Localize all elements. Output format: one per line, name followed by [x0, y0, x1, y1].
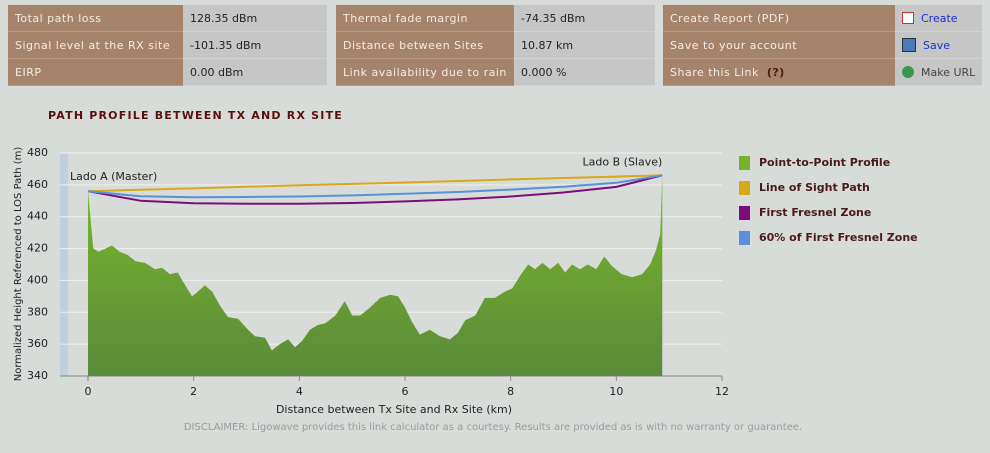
series-line [87, 174, 663, 193]
legend-swatch [739, 206, 750, 220]
label: Total path loss [8, 5, 183, 32]
value: -74.35 dBm [514, 5, 655, 32]
value: 128.35 dBm [183, 5, 327, 32]
label: Share this Link (?) [663, 59, 895, 86]
y-tick-label: 460 [27, 178, 48, 191]
value: 0.00 dBm [183, 59, 327, 86]
chart-title: PATH PROFILE BETWEEN TX AND RX SITE [48, 109, 343, 122]
disclaimer: DISCLAIMER: Ligowave provides this link … [184, 422, 802, 433]
value: Save [895, 32, 982, 59]
x-tick-label: 12 [715, 385, 729, 398]
legend-label: First Fresnel Zone [759, 206, 871, 219]
y-tick-label: 360 [27, 337, 48, 350]
value: -101.35 dBm [183, 32, 327, 59]
y-tick-label: 420 [27, 242, 48, 255]
value: 0.000 % [514, 59, 655, 86]
value: Make URL [895, 59, 982, 86]
legend-label: Line of Sight Path [759, 181, 870, 194]
pdf-icon [902, 12, 914, 24]
value: Create [895, 5, 982, 32]
label: Save to your account [663, 32, 895, 59]
label-text: Share this Link [670, 65, 759, 79]
series-line [87, 174, 663, 205]
label: Thermal fade margin [336, 5, 514, 32]
x-tick-label: 2 [190, 385, 197, 398]
y-tick-label: 480 [27, 146, 48, 159]
x-axis-label: Distance between Tx Site and Rx Site (km… [276, 403, 512, 416]
legend-swatch [739, 156, 750, 170]
annotation: Lado B (Slave) [583, 155, 663, 168]
actions-panel: Create Report (PDF) Create Save to your a… [663, 5, 982, 86]
left-band [60, 153, 68, 376]
legend-label: Point-to-Point Profile [759, 156, 890, 169]
globe-icon [902, 66, 914, 78]
y-tick-label: 440 [27, 210, 48, 223]
link-panel: Thermal fade margin -74.35 dBm Distance b… [336, 5, 655, 86]
label: Signal level at the RX site [8, 32, 183, 59]
legend-label: 60% of First Fresnel Zone [759, 231, 918, 244]
x-tick-label: 4 [296, 385, 303, 398]
series-line [87, 174, 663, 199]
legend-swatch [739, 181, 750, 195]
label: Link availability due to rain [336, 59, 514, 86]
save-icon [902, 38, 916, 52]
make-url-link[interactable]: Make URL [921, 65, 976, 79]
label: Create Report (PDF) [663, 5, 895, 32]
y-tick-label: 380 [27, 305, 48, 318]
create-link[interactable]: Create [921, 11, 958, 25]
path-panel: Total path loss 128.35 dBm Signal level a… [8, 5, 327, 86]
y-tick-label: 340 [27, 369, 48, 382]
legend-swatch [739, 231, 750, 245]
y-tick-label: 400 [27, 273, 48, 286]
x-tick-label: 8 [507, 385, 514, 398]
label: EIRP [8, 59, 183, 86]
help[interactable]: (?) [766, 65, 785, 79]
terrain-area [88, 175, 663, 376]
y-axis-label: Normalized Height Referenced to LOS Path… [13, 147, 24, 382]
save-link[interactable]: Save [923, 38, 951, 52]
value: 10.87 km [514, 32, 655, 59]
plot-background [60, 153, 722, 376]
x-tick-label: 10 [609, 385, 623, 398]
x-tick-label: 6 [402, 385, 409, 398]
x-tick-label: 0 [85, 385, 92, 398]
annotation: Lado A (Master) [70, 170, 157, 183]
label: Distance between Sites [336, 32, 514, 59]
